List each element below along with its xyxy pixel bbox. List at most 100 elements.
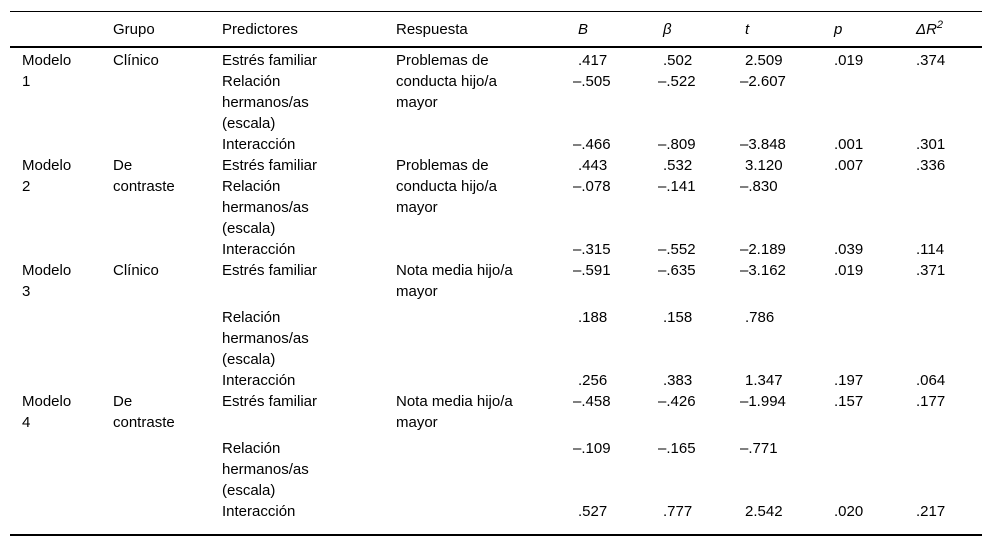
cell-p: [834, 71, 916, 92]
cell-predictores: Estrés familiar: [222, 52, 318, 69]
cell-B: –.078: [573, 178, 611, 195]
cell-model: [10, 113, 113, 134]
cell-predictores: (escala): [222, 115, 276, 132]
cell-model: [10, 480, 113, 501]
column-header-t: t: [745, 19, 834, 40]
cell-predictores: Interacción: [222, 136, 296, 153]
cell-delta-r2: .177: [916, 393, 946, 410]
cell-respuesta: Nota media hijo/a: [396, 262, 513, 279]
cell-respuesta: mayor: [396, 414, 438, 431]
table-row: Modelo Clínico Estrés familiar Problemas de…: [10, 50, 982, 71]
cell-respuesta: [396, 370, 578, 391]
table-row: (escala): [10, 218, 982, 239]
cell-model: [10, 349, 113, 370]
table-row: Relación .188 .158 .786: [10, 307, 982, 328]
cell-p: [834, 281, 916, 302]
cell-beta: [663, 92, 745, 113]
cell-t: –.830: [740, 178, 778, 195]
cell-delta-r2: [916, 480, 982, 501]
cell-p: .039: [834, 241, 864, 258]
cell-grupo: De: [113, 157, 133, 174]
cell-t: 3.120: [745, 157, 783, 174]
cell-beta: .502: [663, 52, 693, 69]
table-row: hermanos/as: [10, 328, 982, 349]
cell-B: –.591: [573, 262, 611, 279]
cell-t: [745, 349, 834, 370]
cell-beta: .777: [663, 503, 693, 520]
cell-respuesta: [396, 113, 578, 134]
cell-t: [745, 480, 834, 501]
column-header-respuesta: Respuesta: [396, 19, 578, 40]
cell-t: [745, 92, 834, 113]
cell-p: [834, 176, 916, 197]
cell-p: [834, 218, 916, 239]
cell-grupo: [113, 281, 222, 302]
cell-B: [578, 281, 663, 302]
cell-predictores: Relación: [222, 178, 281, 195]
cell-respuesta: Problemas de: [396, 157, 489, 174]
cell-predictores: Relación: [222, 440, 281, 457]
cell-delta-r2: .064: [916, 372, 946, 389]
cell-beta: [663, 480, 745, 501]
table-row: hermanos/as mayor: [10, 197, 982, 218]
cell-model: Modelo: [22, 393, 72, 410]
cell-grupo: contraste: [113, 414, 175, 431]
cell-t: –3.162: [740, 262, 786, 279]
cell-p: .019: [834, 262, 864, 279]
cell-beta: [663, 281, 745, 302]
table-row: Modelo Clínico Estrés familiar Nota media h…: [10, 260, 982, 281]
cell-model: [10, 197, 113, 218]
cell-model: [10, 328, 113, 349]
cell-grupo: [113, 459, 222, 480]
cell-t: –2.607: [740, 73, 786, 90]
cell-model: [10, 438, 113, 459]
cell-beta: [663, 412, 745, 433]
cell-p: .020: [834, 503, 864, 520]
table-row: 1 Relación conducta hijo/a –.505 –.522 –2.607: [10, 71, 982, 92]
cell-delta-r2: [916, 328, 982, 349]
table-row: (escala): [10, 113, 982, 134]
cell-p: .001: [834, 136, 864, 153]
column-header-label: ΔR: [916, 21, 937, 38]
cell-delta-r2: [916, 459, 982, 480]
cell-p: [834, 328, 916, 349]
cell-grupo: [113, 218, 222, 239]
cell-p: .007: [834, 157, 864, 174]
column-header-predictores: Predictores: [222, 19, 396, 40]
cell-delta-r2: [916, 349, 982, 370]
cell-p: [834, 307, 916, 328]
cell-grupo: De: [113, 393, 133, 410]
cell-B: .443: [578, 157, 608, 174]
cell-respuesta: [396, 328, 578, 349]
cell-model: [10, 218, 113, 239]
cell-respuesta: mayor: [396, 94, 438, 111]
cell-beta: .532: [663, 157, 693, 174]
cell-p: [834, 459, 916, 480]
cell-t: 2.509: [745, 52, 783, 69]
cell-respuesta: Problemas de: [396, 52, 489, 69]
cell-predictores: hermanos/as: [222, 94, 309, 111]
table-row: Modelo De Estrés familiar Nota media hijo/a…: [10, 391, 982, 412]
cell-respuesta: mayor: [396, 283, 438, 300]
cell-B: .256: [578, 372, 608, 389]
table-row: Modelo De Estrés familiar Problemas de .443.…: [10, 155, 982, 176]
cell-beta: [663, 328, 745, 349]
cell-B: [578, 197, 663, 218]
cell-beta: [663, 349, 745, 370]
cell-grupo: Clínico: [113, 262, 159, 279]
table-row: Relación –.109 –.165 –.771: [10, 438, 982, 459]
cell-grupo: [113, 370, 222, 391]
cell-t: [745, 328, 834, 349]
cell-delta-r2: .217: [916, 503, 946, 520]
cell-predictores: [222, 412, 396, 433]
cell-p: [834, 113, 916, 134]
column-header-B: B: [578, 19, 663, 40]
cell-t: [745, 197, 834, 218]
cell-t: –1.994: [740, 393, 786, 410]
cell-delta-r2: .374: [916, 52, 946, 69]
cell-delta-r2: [916, 281, 982, 302]
cell-grupo: [113, 349, 222, 370]
cell-B: –.458: [573, 393, 611, 410]
cell-grupo: Clínico: [113, 52, 159, 69]
